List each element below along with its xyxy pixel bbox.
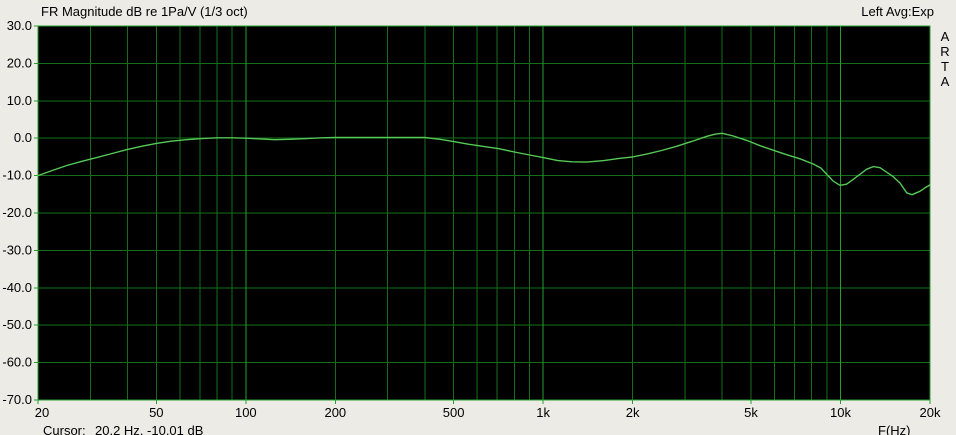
x-tick-label: 500 [443,405,465,420]
x-tick-label: 100 [235,405,257,420]
x-tick-label: 20 [35,405,49,420]
fr-curve [37,132,931,196]
x-tick-label: 20k [920,405,941,420]
y-tick-label: -50.0 [2,317,32,332]
x-axis-unit-label: F(Hz) [878,423,911,435]
y-tick-label: -60.0 [2,355,32,370]
plot-border [37,25,931,401]
arta-logo-letter: R [940,44,950,59]
channel-average-label: Left Avg:Exp [861,4,934,19]
y-tick-label: 20.0 [7,55,32,70]
arta-logo-letter: A [940,74,950,89]
y-tick-label: -70.0 [2,392,32,407]
x-tick-label: 2k [626,405,640,420]
y-tick-label: -20.0 [2,205,32,220]
chart-title: FR Magnitude dB re 1Pa/V (1/3 oct) [41,4,248,19]
x-tick-label: 1k [536,405,550,420]
x-tick-label: 5k [744,405,758,420]
cursor-readout: 20.2 Hz, -10.01 dB [95,423,204,435]
frequency-response-chart[interactable]: 30.0 20.0 10.0 0.0 -10.0 -20.0 -30.0 -40.0 -50.0… [0,0,956,420]
y-tick-label: -30.0 [2,242,32,257]
x-tick-label: 10k [830,405,851,420]
arta-logo-letter: A [940,29,950,44]
cursor-label: Cursor: [43,423,86,435]
x-tick-label: 50 [149,405,163,420]
x-tick-label: 200 [324,405,346,420]
y-tick-label: 30.0 [7,18,32,33]
y-tick-label: -40.0 [2,280,32,295]
y-tick-label: 10.0 [7,93,32,108]
y-tick-label: -10.0 [2,168,32,183]
arta-logo-letter: T [941,59,949,74]
y-tick-label: 0.0 [14,130,32,145]
